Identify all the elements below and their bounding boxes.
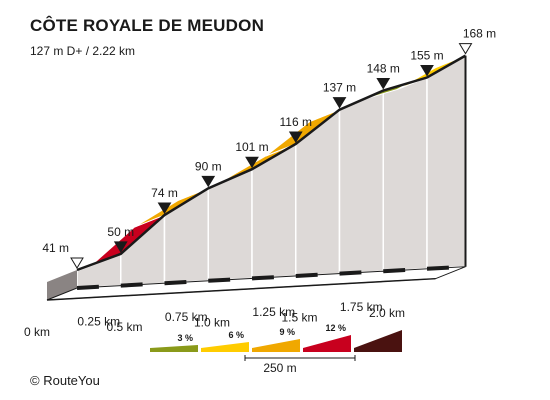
side-panel-6 — [338, 89, 384, 275]
credit-label: RouteYou — [43, 373, 100, 388]
elevation-label-1: 50 m — [107, 225, 134, 239]
distance-label-7: 1.75 km — [340, 300, 383, 314]
profile-edge — [76, 54, 467, 272]
distance-label-4: 1.0 km — [194, 315, 230, 329]
scale-label: 250 m — [263, 361, 296, 375]
distance-label-6: 1.5 km — [281, 311, 317, 325]
elevation-marker-3 — [201, 175, 216, 188]
base-dash-5 — [295, 272, 318, 278]
elevation-label-9: 168 m — [463, 27, 496, 41]
elevation-label-3: 90 m — [195, 159, 222, 173]
elevation-markers: 41 m 50 m 74 m 90 m 101 m 116 m 137 m 148 m 155 … — [42, 27, 496, 269]
elevation-label-8: 155 m — [410, 49, 443, 63]
profile-top-segments — [46, 54, 467, 283]
elevation-marker-1 — [113, 241, 128, 253]
distance-label-8: 2.0 km — [369, 306, 405, 320]
distance-label-3: 0.75 km — [165, 310, 208, 324]
elevation-marker-9 — [458, 43, 473, 55]
copyright-icon: © — [30, 373, 40, 388]
legend-swatch-4 — [354, 330, 402, 352]
legend-label-2: 9 % — [279, 327, 295, 337]
elevation-label-0: 41 m — [42, 241, 69, 255]
elevation-marker-6 — [332, 97, 347, 109]
distance-labels: 0 km 0.25 km0.5 km 0.75 km1.0 km 1.25 km1.5… — [24, 300, 405, 339]
base-dash-8 — [426, 265, 449, 271]
profile-side-walls — [76, 54, 467, 289]
base-dash-7 — [383, 268, 406, 274]
credit: © RouteYou — [30, 373, 100, 388]
chart-title: CÔTE ROYALE DE MEUDON — [30, 16, 265, 35]
profile-base — [46, 265, 466, 301]
elevation-marker-7 — [376, 78, 391, 90]
elevation-label-5: 116 m — [280, 115, 312, 129]
distance-label-1: 0.25 km — [77, 315, 120, 329]
base-front-edge — [46, 277, 436, 301]
legend-swatch-0 — [150, 345, 198, 352]
base-dash-4 — [251, 275, 274, 281]
elevation-marker-5 — [288, 131, 303, 143]
gradient-legend: 3 % 6 % 9 % 12 % 250 m — [150, 323, 402, 375]
side-panel-7 — [382, 76, 428, 272]
elevation-marker-4 — [245, 156, 259, 169]
side-panel-8 — [426, 54, 467, 270]
elevation-marker-0 — [70, 257, 84, 269]
legend-swatch-2 — [252, 339, 300, 352]
elevation-marker-2 — [157, 202, 172, 215]
base-dash-3 — [208, 277, 231, 283]
legend-swatch-1 — [201, 342, 249, 352]
base-dash-6 — [339, 270, 362, 276]
chart-subtitle: 127 m D+ / 2.22 km — [30, 44, 136, 58]
elevation-label-6: 137 m — [323, 81, 356, 95]
base-dash-1 — [120, 282, 143, 288]
base-dash-2 — [164, 280, 187, 286]
legend-swatch-3 — [303, 335, 351, 352]
distance-label-2: 0.5 km — [106, 320, 142, 334]
legend-label-0: 3 % — [177, 333, 193, 343]
elevation-label-7: 148 m — [367, 62, 400, 76]
elevation-marker-8 — [420, 65, 434, 77]
distance-label-0: 0 km — [24, 325, 50, 339]
elevation-label-2: 74 m — [151, 186, 178, 200]
legend-label-1: 6 % — [228, 330, 244, 340]
base-dash-0 — [76, 284, 99, 290]
legend-label-3: 12 % — [325, 323, 346, 333]
start-wall — [47, 270, 77, 300]
elevation-label-4: 101 m — [235, 140, 268, 154]
distance-label-5: 1.25 km — [252, 305, 295, 319]
